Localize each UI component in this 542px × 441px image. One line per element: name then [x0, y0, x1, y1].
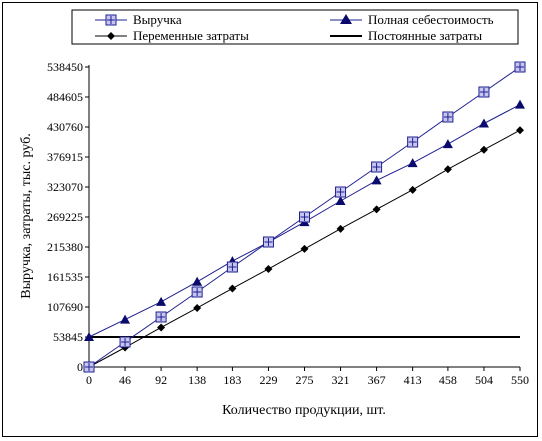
legend: Выручка Полная себестоимость Переменные … — [71, 9, 519, 45]
y-tick-label: 215380 — [47, 240, 83, 254]
data-point-variable-cost — [300, 244, 309, 253]
marker-plus — [121, 338, 130, 346]
marker-plus — [516, 63, 524, 71]
data-point-variable-cost — [264, 264, 273, 273]
y-tick-label: 430760 — [47, 120, 83, 134]
marker-plus — [300, 213, 309, 221]
legend-item-variable-cost: Переменные затраты — [95, 28, 249, 43]
data-point-variable-cost — [479, 145, 488, 154]
data-point-variable-cost — [228, 284, 237, 293]
data-point-revenue — [262, 236, 274, 248]
data-point-full-cost — [407, 158, 418, 168]
x-tick-label: 183 — [223, 373, 241, 387]
data-point-revenue — [514, 61, 526, 73]
data-point-full-cost — [156, 296, 167, 306]
data-point-full-cost — [442, 139, 453, 149]
x-tick-label: 275 — [296, 373, 314, 387]
data-point-variable-cost — [336, 224, 345, 233]
x-tick-label: 321 — [332, 373, 350, 387]
legend-label-fixed-cost: Постоянные затраты — [368, 28, 482, 43]
x-tick-label: 413 — [404, 373, 422, 387]
data-point-revenue — [155, 311, 167, 323]
y-ticks: 0 53845 107690 161535 215380 269225 323070 3769… — [47, 60, 89, 374]
marker-plus — [193, 288, 202, 296]
marker-plus — [336, 188, 345, 196]
x-tick-label: 458 — [439, 373, 457, 387]
data-point-variable-cost — [193, 303, 202, 312]
legend-item-fixed-cost: Постоянные затраты — [330, 28, 482, 43]
series-revenue — [83, 61, 526, 373]
data-point-variable-cost — [516, 126, 524, 135]
y-tick-label: 107690 — [47, 300, 83, 314]
y-tick-label: 323070 — [47, 180, 83, 194]
data-point-variable-cost — [443, 165, 452, 174]
legend-box — [71, 9, 519, 45]
legend-marker-revenue-plus — [107, 16, 115, 24]
x-tick-label: 550 — [511, 373, 529, 387]
data-point-revenue — [478, 86, 490, 98]
data-point-revenue — [371, 161, 383, 173]
y-tick-label: 484605 — [47, 90, 83, 104]
data-point-full-cost — [335, 195, 346, 205]
data-point-revenue — [191, 286, 203, 298]
data-point-revenue — [442, 111, 454, 123]
data-point-full-cost — [192, 276, 203, 286]
y-tick-label: 161535 — [47, 270, 83, 284]
legend-label-revenue: Выручка — [133, 12, 182, 27]
data-point-revenue — [226, 261, 238, 273]
marker-plus — [443, 113, 452, 121]
x-tick-label: 367 — [368, 373, 386, 387]
y-tick-label: 53845 — [53, 330, 83, 344]
series-layer — [83, 61, 526, 373]
legend-marker-variable-cost — [107, 32, 115, 40]
data-point-variable-cost — [408, 185, 417, 194]
legend-marker-full-cost — [340, 14, 352, 24]
data-point-variable-cost — [372, 205, 381, 214]
marker-plus — [408, 138, 417, 146]
x-tick-label: 229 — [259, 373, 277, 387]
legend-item-revenue: Выручка — [95, 12, 182, 27]
y-tick-label: 376915 — [47, 150, 83, 164]
data-point-full-cost — [515, 99, 525, 109]
data-point-revenue — [335, 186, 347, 198]
legend-item-full-cost: Полная себестоимость — [330, 12, 494, 27]
data-point-variable-cost — [157, 323, 166, 332]
y-tick-label: 538450 — [47, 60, 83, 74]
marker-plus — [85, 363, 93, 371]
marker-plus — [372, 163, 381, 171]
y-tick-label: 269225 — [47, 210, 83, 224]
data-point-revenue — [407, 136, 419, 148]
marker-plus — [228, 263, 237, 271]
x-axis-title: Количество продукции, шт. — [222, 403, 386, 418]
legend-label-variable-cost: Переменные затраты — [133, 28, 249, 43]
series-variable-cost — [85, 126, 524, 371]
data-point-full-cost — [478, 118, 489, 128]
marker-plus — [479, 87, 488, 96]
x-tick-label: 504 — [475, 373, 493, 387]
data-point-revenue — [299, 211, 310, 223]
x-tick-label: 92 — [155, 373, 167, 387]
data-point-revenue — [83, 361, 95, 373]
x-tick-label: 138 — [188, 373, 206, 387]
marker-plus — [157, 313, 166, 321]
y-axis-title: Выручка, затраты, тыс. руб. — [19, 133, 34, 298]
data-point-full-cost — [371, 175, 382, 185]
legend-label-full-cost: Полная себестоимость — [368, 12, 494, 27]
x-tick-label: 0 — [86, 373, 92, 387]
data-point-full-cost — [120, 314, 131, 324]
x-ticks: 0 46 92 138 183 229 275 321 367 413 458 504 550 — [86, 367, 529, 387]
y-tick-label: 0 — [77, 360, 83, 374]
marker-plus — [264, 238, 273, 246]
x-tick-label: 46 — [119, 373, 131, 387]
data-point-revenue — [119, 336, 131, 348]
data-point-full-cost — [84, 332, 94, 341]
